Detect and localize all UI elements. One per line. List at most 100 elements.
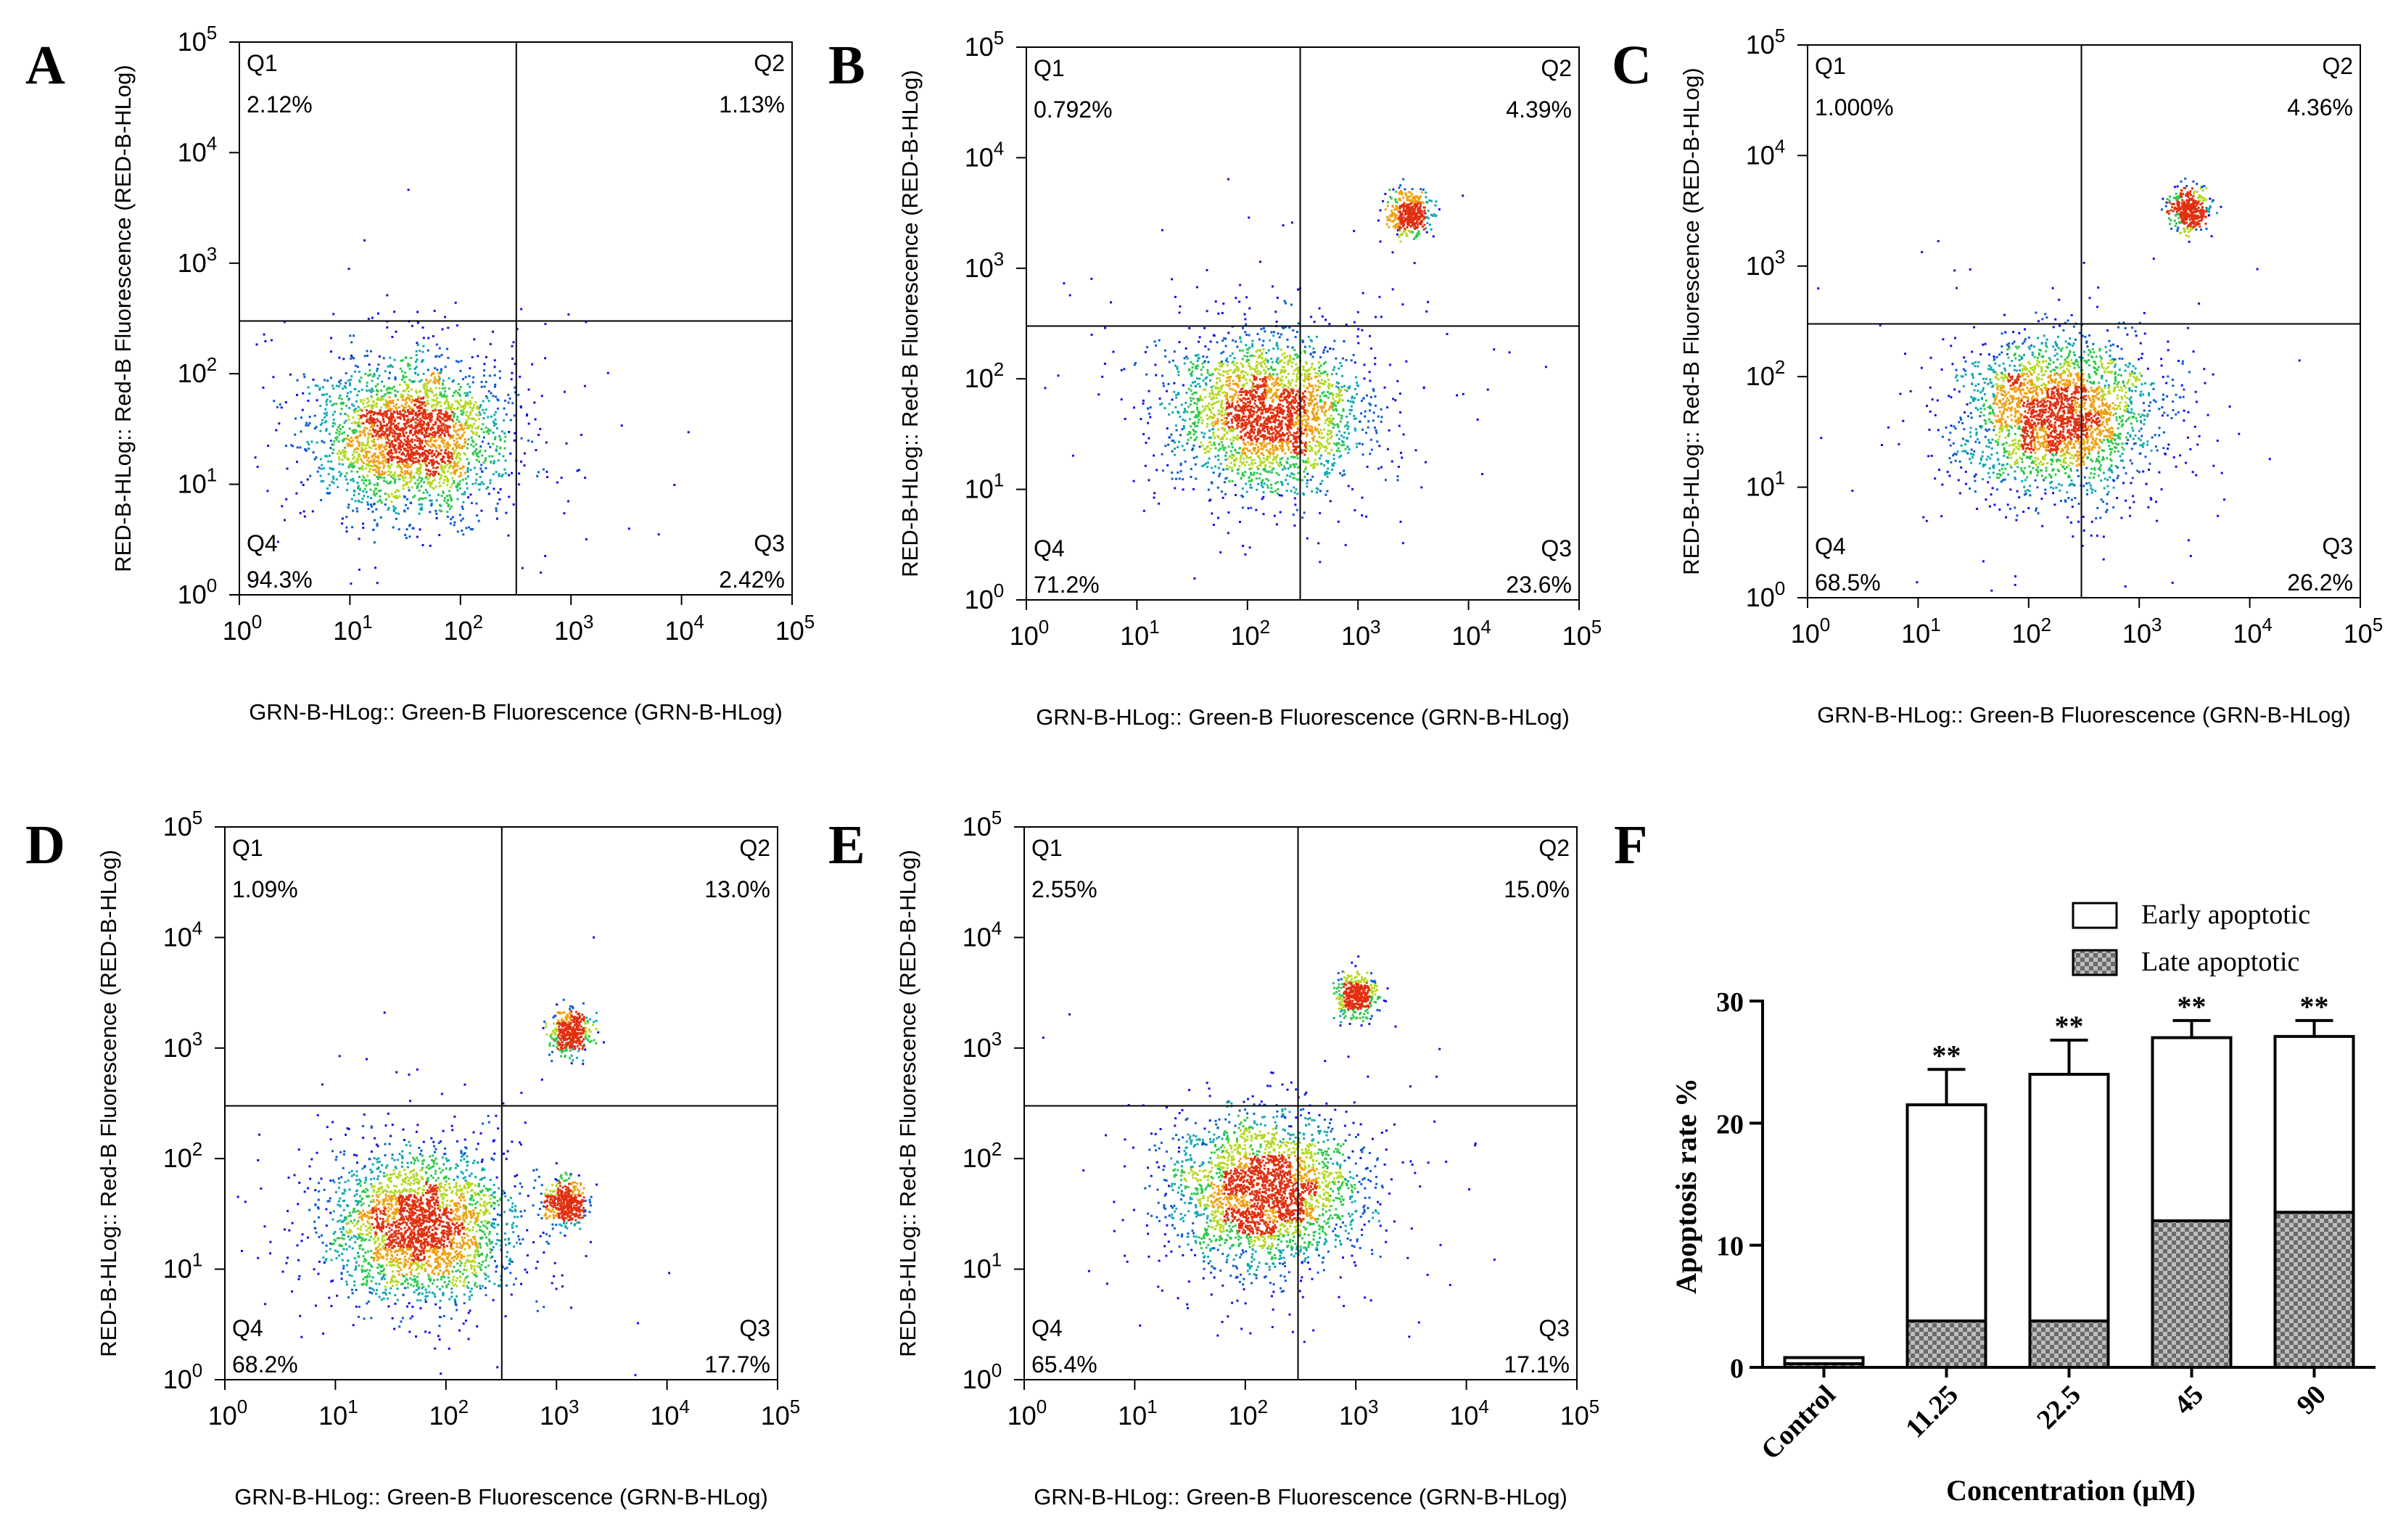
event-dot	[368, 464, 371, 467]
event-dot	[349, 379, 352, 382]
event-dot	[466, 401, 469, 404]
event-dot	[1226, 392, 1229, 395]
event-dot	[1341, 440, 1344, 442]
event-dot	[1251, 424, 1254, 427]
event-dot	[345, 530, 348, 533]
event-dot	[1267, 368, 1270, 371]
event-dot	[409, 444, 411, 447]
event-dot	[1272, 411, 1274, 414]
event-dot	[1296, 366, 1299, 369]
event-dot	[1295, 363, 1298, 366]
event-dot	[348, 427, 351, 430]
event-dot	[1195, 403, 1198, 405]
event-dot	[492, 442, 495, 445]
event-dot	[497, 491, 500, 494]
event-dot	[370, 497, 373, 499]
event-dot	[362, 468, 365, 471]
event-dot	[1237, 394, 1240, 397]
event-dot	[1347, 485, 1350, 487]
event-dot	[1227, 370, 1229, 372]
event-dot	[1340, 417, 1343, 420]
event-dot	[1261, 405, 1264, 407]
event-dot	[399, 417, 402, 420]
event-dot	[419, 439, 421, 442]
event-dot	[407, 365, 410, 368]
event-dot	[1327, 391, 1329, 393]
event-dot	[412, 457, 415, 460]
event-dot	[1311, 411, 1314, 414]
event-dot	[453, 479, 455, 482]
event-dot	[448, 490, 450, 493]
event-dot	[454, 422, 457, 425]
event-dot	[514, 386, 516, 389]
event-dot	[1166, 427, 1169, 430]
event-dot	[1251, 393, 1254, 396]
event-dot	[1265, 470, 1268, 473]
event-dot	[1230, 395, 1233, 398]
event-dot	[363, 495, 366, 498]
event-dot	[434, 387, 437, 390]
event-dot	[431, 462, 434, 465]
event-dot	[1260, 396, 1263, 399]
event-dot	[405, 440, 408, 443]
event-dot	[1346, 415, 1348, 418]
event-dot	[399, 427, 402, 430]
event-dot	[334, 422, 336, 425]
event-dot	[1339, 472, 1342, 474]
event-dot	[1217, 449, 1220, 452]
event-dot	[345, 478, 348, 481]
event-dot	[1233, 363, 1236, 366]
event-dot	[1248, 456, 1250, 459]
event-dot	[433, 461, 436, 464]
event-dot	[461, 478, 464, 481]
event-dot	[487, 486, 490, 489]
event-dot	[1281, 482, 1283, 485]
event-dot	[1320, 437, 1323, 440]
event-dot	[371, 424, 374, 427]
event-dot	[453, 452, 456, 455]
event-dot	[1240, 340, 1243, 343]
event-dot	[1241, 358, 1244, 361]
event-dot	[1290, 433, 1293, 436]
event-dot	[1264, 435, 1267, 437]
event-dot	[469, 367, 471, 370]
event-dot	[1227, 372, 1229, 375]
event-dot	[397, 456, 400, 458]
event-dot	[1281, 442, 1284, 445]
event-dot	[438, 485, 441, 487]
event-dot	[299, 511, 302, 514]
event-dot	[358, 371, 360, 374]
event-dot	[1147, 421, 1150, 424]
quadrant-percent: 2.42%	[719, 567, 785, 593]
event-dot	[1212, 393, 1215, 396]
event-dot	[1311, 339, 1313, 342]
event-dot	[403, 435, 406, 437]
event-dot	[1374, 395, 1377, 398]
event-dot	[1389, 363, 1391, 366]
event-dot	[1229, 438, 1232, 441]
event-dot	[1166, 464, 1169, 466]
event-dot	[429, 387, 432, 390]
event-dot	[1238, 300, 1241, 303]
event-dot	[1420, 486, 1423, 489]
event-dot	[380, 395, 383, 398]
event-dot	[372, 459, 375, 462]
event-dot	[461, 507, 464, 510]
event-dot	[1332, 368, 1335, 371]
event-dot	[1235, 382, 1237, 385]
event-dot	[347, 418, 350, 421]
event-dot	[391, 413, 394, 416]
event-dot	[1279, 410, 1282, 413]
event-dot	[1212, 432, 1215, 434]
event-dot	[1276, 345, 1279, 347]
event-dot	[429, 420, 432, 423]
event-dot	[1217, 400, 1220, 403]
event-dot	[1287, 442, 1290, 445]
event-dot	[1287, 408, 1290, 411]
event-dot	[378, 444, 381, 447]
event-dot	[1223, 481, 1226, 484]
event-dot	[356, 440, 359, 442]
event-dot	[436, 379, 438, 382]
event-dot	[401, 427, 404, 430]
event-dot	[306, 478, 309, 481]
